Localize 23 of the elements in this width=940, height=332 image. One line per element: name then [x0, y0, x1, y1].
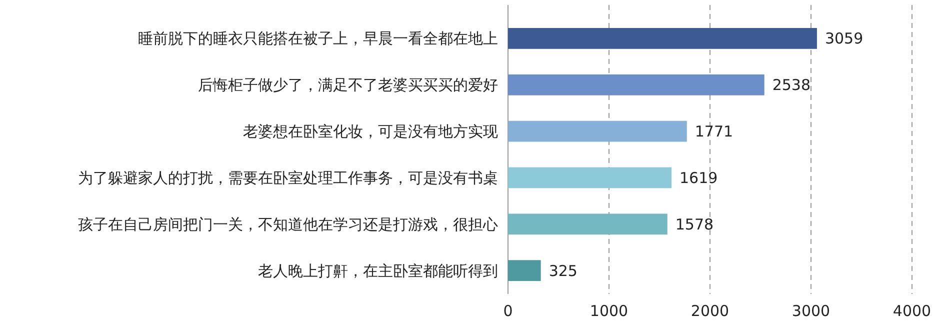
data-label: 325	[548, 262, 578, 280]
y-tick-label: 老婆想在卧室化妆，可是没有地方实现	[243, 122, 498, 141]
x-tick-label: 2000	[690, 302, 730, 320]
bar	[508, 28, 817, 49]
bar	[508, 74, 764, 96]
data-label: 2538	[772, 76, 811, 94]
x-tick-label: 4000	[892, 302, 932, 320]
bar	[508, 167, 672, 188]
y-tick-label: 为了躲避家人的打扰，需要在卧室处理工作事务，可是没有书桌	[78, 168, 498, 187]
bar	[508, 260, 541, 281]
y-tick-label: 睡前脱下的睡衣只能搭在被子上，早晨一看全都在地上	[138, 30, 498, 48]
bar	[508, 120, 687, 142]
y-tick-label: 老人晚上打鼾，在主卧室都能听得到	[258, 262, 498, 280]
x-tick-label: 0	[503, 302, 513, 320]
x-tick-label: 1000	[590, 302, 628, 320]
y-tick-label: 孩子在自己房间把门一关，不知道他在学习还是打游戏，很担心	[78, 215, 498, 234]
data-label: 3059	[824, 30, 864, 48]
bar	[508, 214, 668, 235]
y-tick-label: 后悔柜子做少了，满足不了老婆买买买的爱好	[198, 76, 498, 94]
data-label: 1771	[694, 122, 734, 141]
x-tick-label: 3000	[792, 302, 830, 320]
data-label: 1619	[680, 168, 718, 187]
data-label: 1578	[675, 215, 714, 234]
